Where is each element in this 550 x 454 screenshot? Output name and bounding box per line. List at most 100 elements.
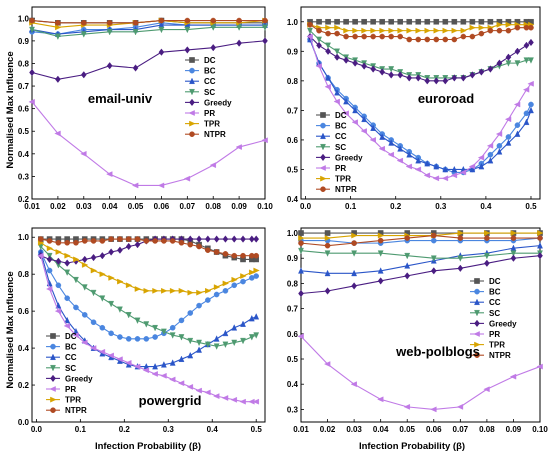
data-point [496,21,503,28]
data-point [514,24,521,31]
data-point [132,64,139,72]
series-sc [29,24,268,40]
data-point [134,241,141,249]
legend-label: DC [204,56,216,65]
data-point [142,367,150,374]
data-point [468,163,476,170]
data-point [325,47,331,55]
data-point [81,284,88,291]
data-point [178,317,185,324]
data-point [99,324,106,331]
y-tick-label: 0.4 [18,150,30,159]
legend-label: DC [65,332,77,341]
legend-label: PR [65,385,76,394]
data-point [55,249,62,255]
legend-label: Greedy [335,153,363,162]
data-point [334,18,340,25]
series-pr [306,33,534,182]
data-point [55,257,62,265]
y-tick-label: 0.9 [18,37,30,46]
data-point [351,240,357,246]
data-point [430,232,437,239]
x-axis-label-right: Infection Probability (β) [359,441,465,452]
legend-label: DC [489,277,501,286]
data-point [441,175,449,182]
data-point [231,282,238,289]
data-point [352,106,359,114]
data-point [478,30,485,37]
data-point [325,30,331,37]
legend-label: PR [204,109,215,118]
data-point [325,18,331,25]
data-point [514,47,521,55]
legend-label: SC [65,364,76,373]
data-point [325,74,331,81]
series-tpr [29,17,269,31]
data-point [377,396,384,403]
data-point [478,68,485,76]
data-point [334,30,340,37]
data-point [504,116,512,123]
data-point [46,238,53,244]
data-point [196,302,202,309]
legend-marker [50,365,56,372]
data-point [178,287,186,294]
data-point [523,118,530,126]
data-point [361,33,367,40]
data-point [509,373,517,380]
x-tick-label: 0.06 [426,425,442,434]
data-point [388,139,395,146]
data-point [404,235,411,241]
data-point [478,18,485,25]
series-line [31,24,265,35]
legend-marker [50,333,56,339]
legend-marker [189,131,195,137]
plot-frame [300,227,541,423]
plot-frame [31,227,266,423]
data-point [210,17,217,24]
data-point [324,242,331,249]
data-point [387,151,394,158]
y-tick-label: 0.2 [18,381,30,390]
data-point [90,319,97,326]
data-point [46,286,53,292]
y-tick-label: 0.5 [287,165,299,174]
data-point [106,20,113,26]
data-point [240,252,246,259]
data-point [377,267,384,274]
data-point [81,339,88,346]
legend-marker [189,77,195,85]
data-point [178,355,185,362]
data-point [204,389,211,396]
legend-marker [320,122,326,129]
data-point [231,339,238,347]
data-point [205,247,211,253]
series-ntpr [29,17,268,26]
data-point [205,287,212,294]
data-point [236,39,242,47]
data-point [178,334,185,341]
data-point [306,33,313,40]
data-point [415,74,422,82]
x-tick-label: 0.06 [154,202,170,211]
data-point [460,33,467,40]
x-tick-label: 0.2 [390,202,402,211]
series-line [40,251,257,340]
data-point [117,306,123,313]
data-point [483,252,490,260]
data-point [89,345,97,352]
legend-label: NTPR [204,130,226,139]
data-point [404,272,411,280]
data-point [510,254,517,262]
y-tick-label: 1.0 [287,18,299,27]
series-cc [307,35,534,173]
data-point [469,33,476,40]
data-point [496,59,503,67]
series-sc [298,247,543,262]
data-point [107,352,114,359]
data-point [235,144,242,150]
data-point [210,24,217,31]
data-point [125,312,132,319]
